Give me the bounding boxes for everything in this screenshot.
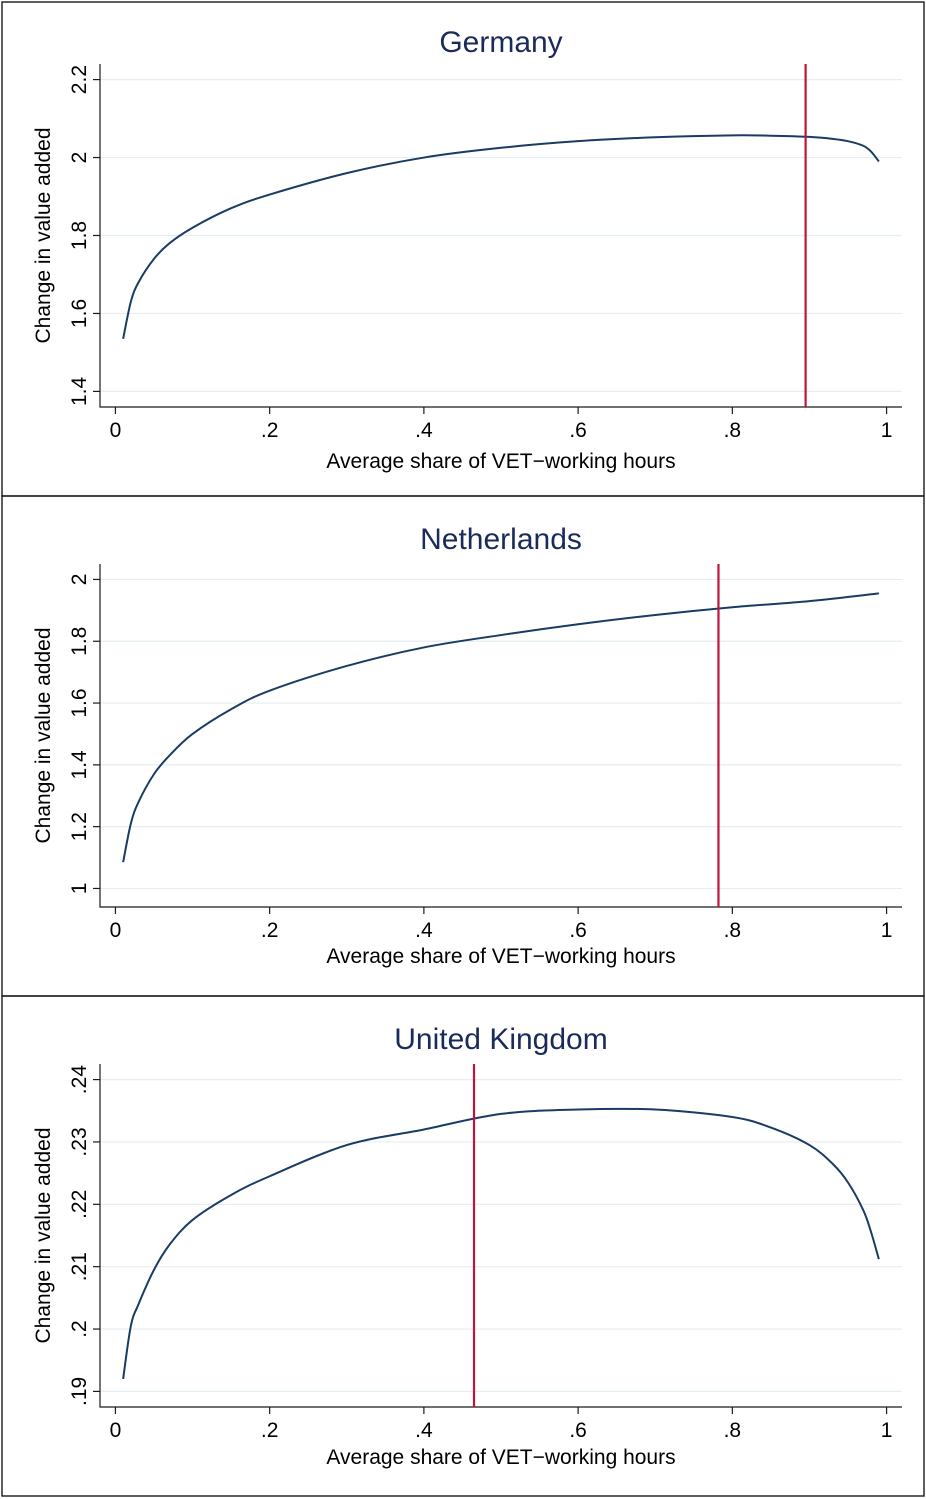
x-tick-label: .2 (261, 419, 279, 442)
chart-panel-2: .19 .2 .21 .22 .23 .24 0 .2 .4 .6 .8 1 United Kingdo… (1, 995, 925, 1497)
y-tick-label: 1.6 (68, 299, 91, 328)
y-tick-label: .21 (68, 1252, 91, 1281)
axis-lines (99, 1064, 902, 1408)
x-tick-label: 0 (110, 1419, 122, 1442)
series-line-0 (122, 134, 880, 339)
chart-title: Germany (439, 26, 562, 59)
x-tick-label: 0 (110, 419, 122, 442)
x-tick-label: .8 (724, 419, 742, 442)
y-tick-label: 1.8 (68, 221, 91, 250)
y-tick-label: .19 (68, 1377, 91, 1406)
chart-title: Netherlands (420, 523, 582, 556)
y-tick-label: 2 (68, 152, 91, 164)
y-tick-label: 2 (68, 574, 91, 586)
axis-lines (99, 64, 902, 408)
y-tick-label: .23 (68, 1127, 91, 1156)
x-tick-label: .4 (415, 419, 433, 442)
y-tick-label: 1.4 (68, 750, 91, 780)
series-line-0 (122, 1107, 880, 1380)
x-tick-label: 1 (881, 1419, 893, 1442)
y-axis-label: Change in value added (32, 1127, 55, 1343)
chart-panel-0: 1.4 1.6 1.8 2 2.2 0 .2 .4 .6 .8 1 Germany Average sh… (1, 1, 925, 497)
chart-panel-1: 1 1.2 1.4 1.6 1.8 2 0 .2 .4 .6 .8 1 Netherlands Avera… (1, 495, 925, 997)
x-axis-label: Average share of VET−working hours (326, 450, 675, 473)
y-tick-label: 1.4 (68, 376, 91, 406)
x-tick-label: .8 (724, 919, 742, 942)
y-tick-label: 1.2 (68, 812, 91, 841)
panel-border (1, 995, 925, 1497)
x-tick-label: .4 (415, 1419, 433, 1442)
y-tick-label: 1 (68, 883, 91, 895)
x-tick-label: 1 (881, 919, 893, 942)
y-tick-label: .22 (68, 1190, 91, 1219)
x-tick-label: 0 (110, 919, 122, 942)
x-axis-label: Average share of VET−working hours (326, 945, 675, 968)
y-tick-label: 1.8 (68, 627, 91, 656)
y-axis-label: Change in value added (32, 127, 55, 343)
x-tick-label: .4 (415, 919, 433, 942)
x-tick-label: .2 (261, 1419, 279, 1442)
x-tick-label: .6 (569, 919, 587, 942)
y-tick-label: .2 (68, 1320, 91, 1338)
y-axis-label: Change in value added (32, 627, 55, 843)
x-tick-label: .6 (569, 1419, 587, 1442)
x-tick-label: .8 (724, 1419, 742, 1442)
x-tick-label: .6 (569, 419, 587, 442)
y-tick-label: 1.6 (68, 688, 91, 717)
chart-title: United Kingdom (394, 1023, 607, 1056)
panel-border (1, 495, 925, 997)
series-line-0 (122, 592, 879, 863)
x-axis-label: Average share of VET−working hours (326, 1446, 675, 1469)
x-tick-label: .2 (261, 919, 279, 942)
x-tick-label: 1 (881, 419, 893, 442)
panel-border (1, 1, 925, 497)
axis-lines (99, 564, 902, 908)
y-tick-label: .24 (68, 1065, 91, 1095)
y-tick-label: 2.2 (68, 65, 91, 94)
